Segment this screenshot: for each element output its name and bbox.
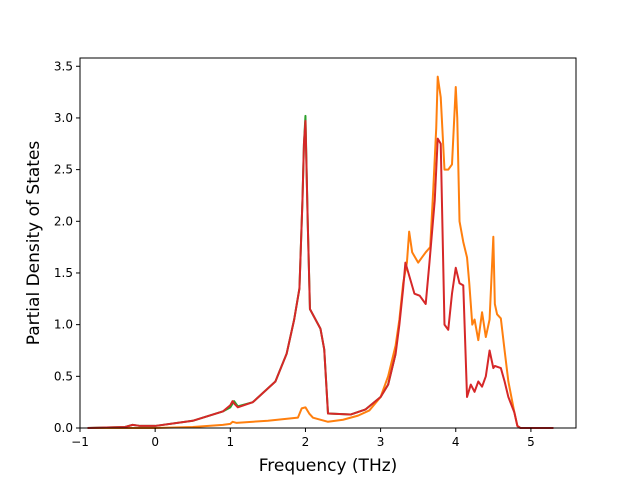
x-tick-label: 2 (302, 435, 310, 449)
x-tick-label: 0 (151, 435, 159, 449)
x-tick-label: 3 (377, 435, 385, 449)
y-axis-label: Partial Density of States (24, 141, 44, 346)
y-tick-label: 2.0 (54, 214, 73, 228)
series-line-2 (87, 75, 554, 429)
y-tick-label: 3.5 (54, 59, 73, 73)
x-tick-label: 5 (527, 435, 535, 449)
y-axis: 0.0 0.5 1.0 1.5 2.0 2.5 3.0 3.5 (54, 59, 80, 435)
y-tick-label: 0.0 (54, 421, 73, 435)
x-tick-label: 4 (452, 435, 460, 449)
x-tick-label: 1 (226, 435, 234, 449)
plot-area (79, 57, 577, 429)
y-tick-label: 0.5 (54, 369, 73, 383)
x-axis-label: Frequency (THz) (259, 456, 398, 476)
x-tick-label: −1 (71, 435, 89, 449)
y-tick-label: 3.0 (54, 111, 73, 125)
y-tick-label: 1.0 (54, 318, 73, 332)
y-tick-label: 2.5 (54, 163, 73, 177)
x-axis: −1 0 1 2 3 4 5 (71, 428, 535, 449)
y-tick-label: 1.5 (54, 266, 73, 280)
series-line-3 (87, 120, 554, 429)
plot-frame (79, 57, 577, 429)
